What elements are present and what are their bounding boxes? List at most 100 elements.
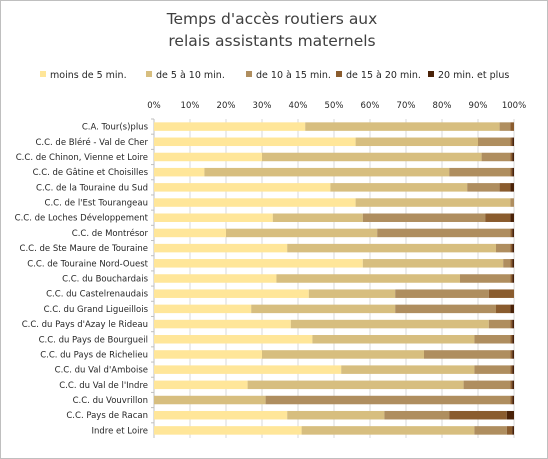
bar-segment <box>449 410 507 420</box>
bar-segment <box>512 319 514 329</box>
category-label: C.C. du Vouvrillon <box>73 396 148 406</box>
bar-segment <box>510 365 513 374</box>
x-axis-ticks: 0% 10% 20% 30% 40% 50% 60% 70% 80% 90% 100% <box>147 101 526 111</box>
bar-segment <box>154 395 266 405</box>
x-tick-label: 70% <box>397 101 416 111</box>
bar-segment <box>362 259 504 268</box>
x-tick-label: 20% <box>217 101 236 111</box>
bar-segment <box>510 350 513 359</box>
bar-segment <box>154 319 291 329</box>
bar-segment <box>262 152 482 162</box>
bar-segment <box>512 350 514 359</box>
bar-segment <box>355 198 511 207</box>
bar-segment <box>512 243 514 253</box>
category-label: C.C. de Ste Maure de Touraine <box>20 244 148 254</box>
bar-segment <box>496 304 511 314</box>
bar-segment <box>154 243 288 253</box>
bar-segment <box>478 137 511 147</box>
bar-segment <box>341 365 475 374</box>
category-label: C.C. de Chinon, Vienne et Loire <box>16 153 148 163</box>
legend-label-1: moins de 5 min. <box>50 70 127 81</box>
x-tick-label: 90% <box>469 101 488 111</box>
legend-swatch-2 <box>146 71 152 77</box>
bar-segment <box>474 365 511 374</box>
x-tick-label: 10% <box>181 101 200 111</box>
bar-segment <box>510 395 513 405</box>
bar-segment <box>474 426 507 435</box>
legend-label-4: de 15 à 20 min. <box>346 70 421 81</box>
category-label: C.C. du Bouchardais <box>62 275 148 285</box>
bar-segment <box>506 410 514 420</box>
x-tick-label: 80% <box>433 101 452 111</box>
bar-segment <box>154 122 306 131</box>
x-tick-label: 30% <box>253 101 272 111</box>
bar-segment <box>330 183 468 192</box>
bar-segment <box>301 426 475 435</box>
bar-segment <box>154 228 226 238</box>
bar-segment <box>154 426 302 435</box>
bar-segment <box>154 213 273 222</box>
bar-segment <box>488 289 514 298</box>
bar-segment <box>510 304 514 314</box>
category-label: C.C. du Pays de Richelieu <box>40 350 148 360</box>
x-tick-label: 50% <box>325 101 344 111</box>
category-label: C.C. du Castelrenaudais <box>46 290 148 300</box>
bar-segment <box>154 167 205 177</box>
chart-title-line-1: Temps d'accès routiers aux <box>166 10 378 28</box>
bar-segment <box>312 335 475 344</box>
bar-segment <box>154 183 331 192</box>
category-labels: C.A. Tour(s)plus C.C. de Bléré - Val de C… <box>15 123 149 437</box>
bar-segment <box>305 122 500 131</box>
bar-segment <box>154 365 342 374</box>
bar-segment <box>510 167 513 177</box>
bar-segment <box>510 228 513 238</box>
legend-label-3: de 10 à 15 min. <box>256 70 331 81</box>
bar-segment <box>262 350 424 359</box>
bar-segment <box>488 319 511 329</box>
bar-segment <box>512 137 514 147</box>
x-tick-label: 100% <box>502 101 526 111</box>
bar-segment <box>154 152 262 162</box>
x-tick-label: 40% <box>289 101 308 111</box>
bar-segment <box>481 152 511 162</box>
bar-segment <box>308 289 396 298</box>
bar-segment <box>154 289 309 298</box>
bar-segment <box>474 335 511 344</box>
bars <box>154 122 514 435</box>
category-label: C.C. de Touraine Nord-Ouest <box>27 259 148 269</box>
category-label: C.C. du Val de l'Indre <box>59 381 148 391</box>
bar-segment <box>287 410 385 420</box>
bar-segment <box>510 183 514 192</box>
bar-segment <box>265 395 511 405</box>
bar-segment <box>449 167 511 177</box>
category-label: C.C. de Gâtine et Choisilles <box>33 168 149 178</box>
bar-segment <box>226 228 378 238</box>
bar-segment <box>377 228 511 238</box>
bar-segment <box>247 380 464 390</box>
category-label: C.C. de Montrésor <box>72 228 149 239</box>
bar-segment <box>510 335 513 344</box>
bar-segment <box>154 335 313 344</box>
bar-segment <box>512 259 514 268</box>
bar-segment <box>510 152 513 162</box>
bar-segment <box>485 213 511 222</box>
bar-segment <box>510 243 513 253</box>
legend: moins de 5 min. de 5 à 10 min. de 10 à 15 … <box>40 70 509 81</box>
bar-segment <box>276 274 460 283</box>
bar-segment <box>506 426 513 435</box>
bar-segment <box>510 122 514 131</box>
bar-segment <box>510 198 514 207</box>
bar-segment <box>272 213 363 222</box>
bar-segment <box>424 350 511 359</box>
bar-segment <box>510 380 513 390</box>
x-tick-label: 60% <box>361 101 380 111</box>
category-label: C.C. du Pays de Bourgueil <box>39 335 148 345</box>
bar-segment <box>512 274 514 283</box>
bar-segment <box>512 228 514 238</box>
bar-segment <box>154 380 248 390</box>
bar-segment <box>510 259 513 268</box>
bar-segment <box>460 274 511 283</box>
bar-segment <box>510 274 513 283</box>
bar-segment <box>154 274 277 283</box>
bar-segment <box>154 259 363 268</box>
